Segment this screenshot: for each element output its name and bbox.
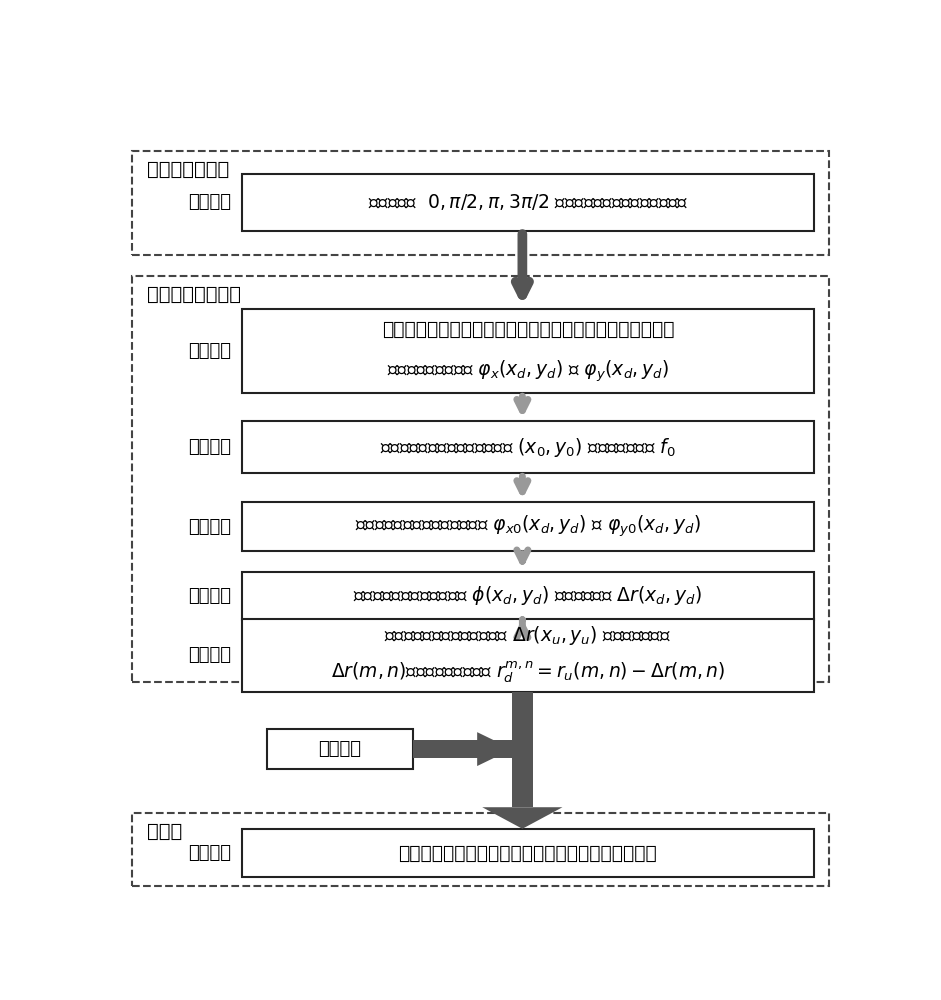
Text: 条纹图像的相位分布 $\varphi_x(x_d,y_d)$ 和 $\varphi_y(x_d,y_d)$: 条纹图像的相位分布 $\varphi_x(x_d,y_d)$ 和 $\varph… — [387, 358, 669, 384]
Text: 步骤四：: 步骤四： — [187, 518, 231, 536]
Text: 获取畸变图像畸变相位分布 $\phi(x_d,y_d)$ 和畸变量分布 $\Delta r(x_d,y_d)$: 获取畸变图像畸变相位分布 $\phi(x_d,y_d)$ 和畸变量分布 $\De… — [354, 584, 702, 607]
Text: 畸变图像: 畸变图像 — [319, 740, 361, 758]
Bar — [132, 813, 829, 886]
Text: 基于四步相移分析以及解包裹算法分别获得纵向与横向畸变: 基于四步相移分析以及解包裹算法分别获得纵向与横向畸变 — [382, 320, 674, 339]
Text: 基于瞬时频率分布检测畸变中心 $(x_0,y_0)$ 与条纹图像基频 $f_0$: 基于瞬时频率分布检测畸变中心 $(x_0,y_0)$ 与条纹图像基频 $f_0$ — [380, 436, 676, 459]
Text: 步骤七：: 步骤七： — [187, 844, 231, 862]
Text: 步骤二：: 步骤二： — [187, 342, 231, 360]
Bar — [242, 619, 814, 692]
Bar — [242, 502, 814, 551]
Polygon shape — [477, 732, 512, 766]
Bar — [512, 692, 533, 807]
Text: 获取校正坐标下的畸变量分布 $\Delta r(x_u,y_u)$ 和校正映射图谱: 获取校正坐标下的畸变量分布 $\Delta r(x_u,y_u)$ 和校正映射图… — [385, 624, 671, 647]
Text: 畸变量图谱测量：: 畸变量图谱测量： — [147, 285, 241, 304]
Text: 步骤一：: 步骤一： — [187, 193, 231, 211]
Polygon shape — [482, 807, 563, 829]
Bar — [242, 829, 814, 877]
Text: 获取测量模板：: 获取测量模板： — [147, 160, 229, 179]
Bar — [132, 151, 829, 255]
Text: $\Delta r(m,n)$，建立校正映射图谱 $r_d^{m,n} = r_u(m,n) - \Delta r(m,n)$: $\Delta r(m,n)$，建立校正映射图谱 $r_d^{m,n} = r_… — [330, 659, 726, 685]
Bar — [242, 572, 814, 620]
Text: 步骤三：: 步骤三： — [187, 438, 231, 456]
Text: 步骤五：: 步骤五： — [187, 587, 231, 605]
Text: 步骤六：: 步骤六： — [187, 646, 231, 664]
Bar — [242, 174, 814, 231]
Bar — [413, 740, 512, 758]
Bar — [242, 309, 814, 393]
Text: 获取无畸变条纹图像的相位分布 $\varphi_{x0}(x_d,y_d)$ 和 $\varphi_{y0}(x_d,y_d)$: 获取无畸变条纹图像的相位分布 $\varphi_{x0}(x_d,y_d)$ 和… — [355, 514, 701, 539]
Text: 对相机拍摄的图像进行畸变校正获取畸变校正后图像: 对相机拍摄的图像进行畸变校正获取畸变校正后图像 — [398, 844, 657, 863]
Text: 校正：: 校正： — [147, 822, 182, 841]
Bar — [242, 421, 814, 473]
Text: 拍摄相移为  $0, \pi/2, \pi, 3\pi/2$ 的纵向与横向标准正弦分布条纹: 拍摄相移为 $0, \pi/2, \pi, 3\pi/2$ 的纵向与横向标准正弦… — [368, 192, 688, 212]
Bar — [132, 276, 829, 682]
Bar — [267, 729, 413, 769]
